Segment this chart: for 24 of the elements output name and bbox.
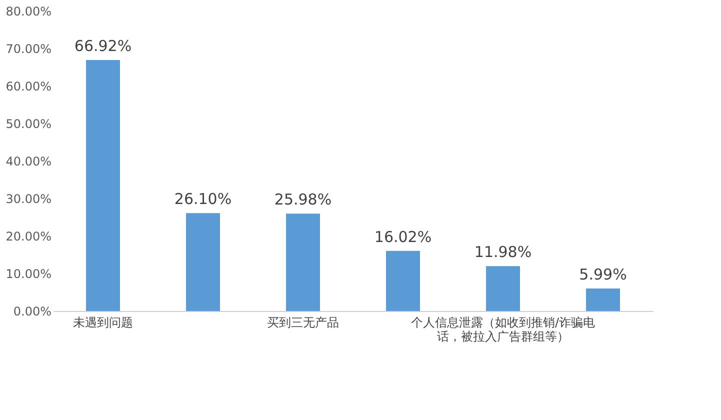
bar — [586, 288, 620, 311]
y-tick-label: 70.00% — [6, 42, 52, 56]
data-label: 66.92% — [74, 37, 132, 56]
bar — [86, 60, 120, 311]
bar — [186, 213, 220, 311]
y-tick-label: 80.00% — [6, 4, 52, 18]
data-label: 5.99% — [579, 266, 627, 284]
data-label: 16.02% — [374, 228, 432, 246]
x-tick-label: 买到三无产品 — [267, 316, 339, 330]
y-tick-label: 30.00% — [6, 192, 52, 206]
y-tick-label: 10.00% — [6, 267, 52, 281]
y-tick-label: 40.00% — [6, 154, 52, 168]
bar — [286, 214, 320, 311]
x-tick-label: 未遇到问题 — [73, 316, 133, 330]
y-tick-label: 50.00% — [6, 117, 52, 131]
bar — [486, 266, 520, 311]
x-tick-label: 个人信息泄露（如收到推销/诈骗电话，被拉入广告群组等） — [410, 316, 596, 344]
y-tick-label: 0.00% — [13, 304, 52, 318]
y-tick-label: 60.00% — [6, 80, 52, 94]
bar — [386, 250, 420, 311]
data-label: 25.98% — [274, 190, 332, 209]
data-label: 26.10% — [174, 190, 232, 208]
y-tick-label: 20.00% — [6, 230, 52, 244]
data-label: 11.98% — [474, 243, 532, 262]
